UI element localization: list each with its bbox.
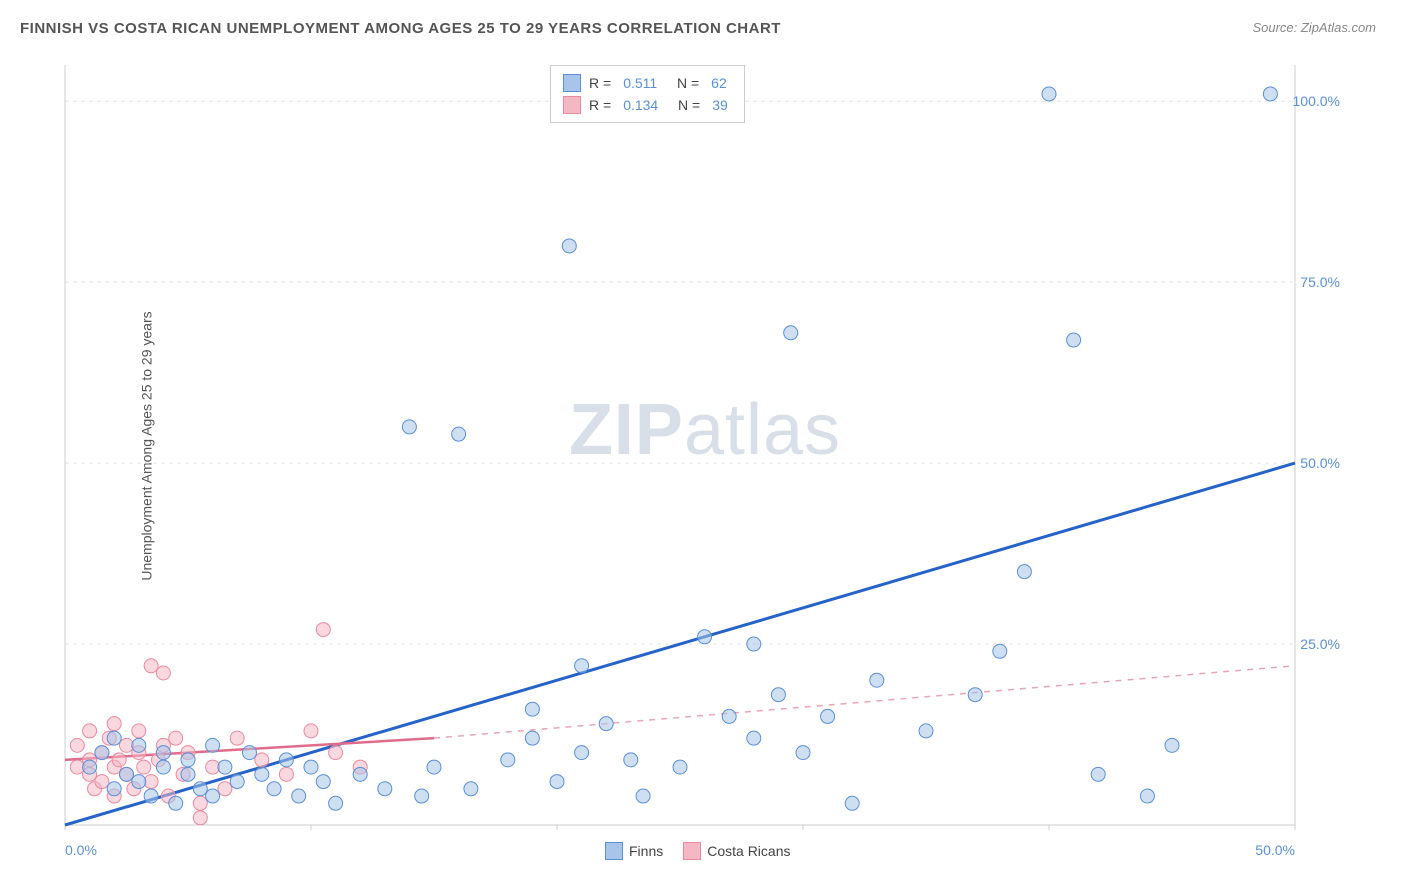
r-label: R = bbox=[589, 94, 611, 116]
n-value-costa: 39 bbox=[712, 94, 728, 116]
n-value-finns: 62 bbox=[711, 72, 727, 94]
legend-item-finns: Finns bbox=[605, 842, 663, 860]
n-label: N = bbox=[670, 94, 700, 116]
y-tick-label: 50.0% bbox=[1300, 455, 1340, 471]
swatch-costa bbox=[563, 96, 581, 114]
scatter-plot-svg bbox=[60, 60, 1350, 830]
y-tick-label: 75.0% bbox=[1300, 274, 1340, 290]
series-name-finns: Finns bbox=[629, 843, 663, 859]
chart-title: FINNISH VS COSTA RICAN UNEMPLOYMENT AMON… bbox=[20, 20, 781, 37]
x-tick-label: 50.0% bbox=[1255, 842, 1295, 858]
n-label: N = bbox=[669, 72, 699, 94]
legend-item-costa: Costa Ricans bbox=[683, 842, 790, 860]
r-label: R = bbox=[589, 72, 611, 94]
correlation-legend: R = 0.511 N = 62 R = 0.134 N = 39 bbox=[550, 65, 745, 123]
series-name-costa: Costa Ricans bbox=[707, 843, 790, 859]
x-tick-label: 0.0% bbox=[65, 842, 97, 858]
legend-row-costa: R = 0.134 N = 39 bbox=[563, 94, 732, 116]
y-tick-label: 100.0% bbox=[1293, 93, 1340, 109]
swatch-finns bbox=[563, 74, 581, 92]
series-legend: Finns Costa Ricans bbox=[605, 842, 791, 860]
legend-row-finns: R = 0.511 N = 62 bbox=[563, 72, 732, 94]
chart-area: ZIPatlas R = 0.511 N = 62 R = 0.134 N = … bbox=[60, 60, 1350, 830]
r-value-costa: 0.134 bbox=[623, 94, 658, 116]
y-tick-label: 25.0% bbox=[1300, 636, 1340, 652]
swatch-costa bbox=[683, 842, 701, 860]
swatch-finns bbox=[605, 842, 623, 860]
source-attribution: Source: ZipAtlas.com bbox=[1252, 20, 1376, 35]
r-value-finns: 0.511 bbox=[623, 72, 657, 94]
